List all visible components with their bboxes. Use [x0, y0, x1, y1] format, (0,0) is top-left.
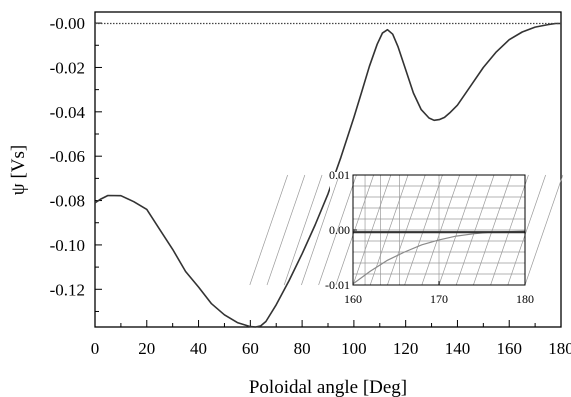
y-tick-label: -0.04	[50, 103, 86, 122]
inset-mesh-line	[490, 174, 529, 286]
inset-y-tick-label: -0.01	[325, 278, 350, 292]
main-series	[94, 22, 561, 328]
x-tick-label: 160	[496, 339, 522, 358]
x-tick-label: 140	[445, 339, 471, 358]
inset-mesh-line	[249, 174, 288, 286]
x-tick-label: 120	[393, 339, 419, 358]
inset-mesh-line	[455, 174, 495, 286]
inset-y-tick-label: 0.01	[329, 168, 350, 182]
x-tick-label: 180	[548, 339, 571, 358]
inset-x-tick-label: 170	[430, 292, 448, 306]
inset-mesh-line	[301, 174, 340, 286]
inset-mesh-line	[266, 174, 306, 286]
x-tick-label: 40	[190, 339, 207, 358]
x-tick-label: 20	[138, 339, 155, 358]
psi-curve	[94, 22, 561, 328]
inset-mesh-line	[421, 174, 460, 286]
y-tick-label: -0.00	[50, 14, 85, 33]
x-tick-label: 100	[341, 339, 367, 358]
y-tick-label: -0.02	[50, 58, 85, 77]
y-tick-label: -0.10	[50, 236, 85, 255]
y-axis-title: ψ [Vs]	[8, 145, 29, 195]
y-tick-label: -0.08	[50, 192, 85, 211]
inset-ticks: 160 170 180 0.01 0.00 -0.01	[325, 168, 534, 306]
inset-mesh-line	[283, 174, 323, 286]
main-ticks: 0 20 40 60 80 100 120 140 160 180 -0.00 -0.02 -0.04 -…	[50, 14, 571, 358]
inset-plot: 160 170 180 0.01 0.00 -0.01	[249, 168, 564, 306]
inset-mesh-line	[387, 174, 426, 286]
y-tick-label: -0.12	[50, 280, 85, 299]
inset-x-tick-label: 160	[344, 292, 362, 306]
inset-mesh-line	[524, 174, 564, 286]
x-tick-label: 80	[294, 339, 311, 358]
inset-mesh-line	[438, 174, 478, 286]
inset-mesh-line	[473, 174, 512, 286]
inset-series	[352, 230, 526, 285]
inset-background	[330, 172, 526, 287]
x-tick-label: 60	[242, 339, 259, 358]
inset-mesh-line	[352, 174, 392, 286]
inset-mesh-line	[318, 174, 357, 286]
main-plot: 0 20 40 60 80 100 120 140 160 180 -0.00 -0.02 -0.04 -…	[8, 11, 571, 397]
x-axis-title: Poloidal angle [Deg]	[249, 377, 407, 397]
inset-y-tick-label: 0.00	[329, 223, 350, 237]
inset-mesh-line	[404, 174, 443, 286]
inset-x-tick-label: 180	[516, 292, 534, 306]
inset-mesh-line	[507, 174, 546, 286]
x-tick-label: 0	[91, 339, 100, 358]
y-tick-label: -0.06	[50, 147, 85, 166]
